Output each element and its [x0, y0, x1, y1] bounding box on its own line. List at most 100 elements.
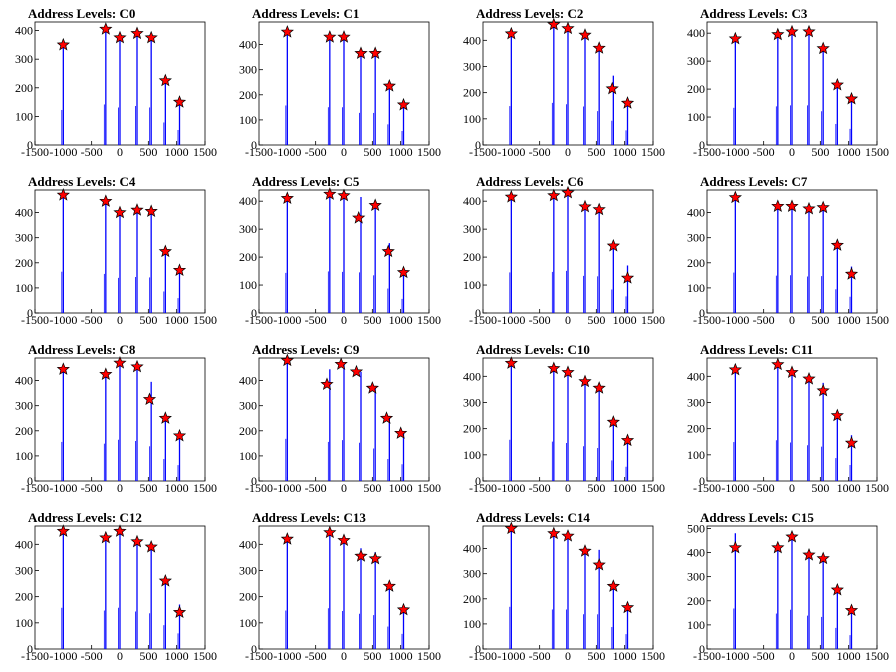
x-tick-label: 1500 [641, 649, 665, 663]
x-tick-label: -500 [81, 145, 103, 159]
chart-title: Address Levels: C6 [476, 174, 584, 189]
x-tick-label: -1000 [721, 649, 749, 663]
peak-star-marker [142, 392, 157, 406]
x-tick-label: 500 [139, 313, 157, 327]
x-tick-label: -1000 [497, 649, 525, 663]
x-tick-label: 0 [117, 481, 123, 495]
x-tick-label: 1000 [837, 649, 861, 663]
peak-star-marker [830, 408, 844, 422]
peak-star-marker [561, 185, 575, 199]
x-tick-label: 500 [363, 649, 381, 663]
peak-star-marker [728, 31, 742, 45]
peak-star-marker [592, 381, 606, 394]
x-tick-label: -500 [529, 649, 551, 663]
y-tick-label: 400 [463, 33, 481, 47]
peak-star-marker [144, 204, 158, 217]
peak-star-marker [606, 415, 620, 428]
chart-svg: Address Levels: C6 0 100 200 300 400 -1500 -100… [463, 174, 665, 327]
x-tick-label: -500 [305, 649, 327, 663]
y-tick-label: 0 [27, 306, 33, 320]
x-tick-label: 0 [117, 649, 123, 663]
x-tick-label: -500 [529, 481, 551, 495]
y-tick-label: 0 [699, 642, 705, 656]
x-tick-label: -1500 [693, 313, 721, 327]
peak-star-marker [99, 22, 113, 35]
peak-star-marker [547, 526, 561, 540]
x-tick-label: -1000 [721, 313, 749, 327]
peak-star-marker [802, 547, 816, 561]
chart-panel-1: Address Levels: C1 0 100 200 300 400 -1500 -100… [224, 0, 448, 168]
peak-star-marker [381, 244, 395, 258]
peak-star-marker [785, 529, 799, 543]
y-tick-label: 400 [239, 374, 257, 388]
peak-star-marker [280, 191, 294, 205]
x-tick-label: 0 [789, 313, 795, 327]
x-tick-label: 0 [565, 313, 571, 327]
y-tick-label: 500 [687, 521, 705, 535]
x-tick-label: 500 [811, 145, 829, 159]
chart-title: Address Levels: C0 [28, 6, 135, 21]
y-tick-label: 400 [239, 194, 257, 208]
y-tick-label: 200 [687, 422, 705, 436]
y-tick-label: 300 [463, 222, 481, 236]
peak-star-marker [844, 91, 859, 105]
chart-title: Address Levels: C7 [700, 174, 808, 189]
y-tick-label: 400 [15, 206, 33, 220]
x-tick-label: 500 [587, 313, 605, 327]
x-tick-label: -1000 [497, 313, 525, 327]
x-tick-label: -1500 [21, 481, 49, 495]
x-tick-label: 1000 [837, 145, 861, 159]
x-tick-label: 1500 [865, 481, 889, 495]
x-tick-label: -500 [305, 145, 327, 159]
y-tick-label: 300 [15, 231, 33, 245]
chart-panel-5: Address Levels: C5 0 100 200 300 400 -1500 -100… [224, 168, 448, 336]
peak-star-marker [785, 365, 799, 379]
chart-svg: Address Levels: C0 0 100 200 300 400 -1500 -100… [15, 6, 217, 159]
peak-star-marker [99, 194, 113, 207]
chart-title: Address Levels: C12 [28, 510, 142, 525]
y-tick-label: 0 [699, 306, 705, 320]
x-tick-label: 0 [565, 145, 571, 159]
peak-star-marker [113, 205, 127, 219]
x-tick-label: -500 [305, 481, 327, 495]
chart-title: Address Levels: C1 [252, 6, 359, 21]
peak-star-marker [130, 534, 144, 548]
x-tick-label: -1000 [497, 145, 525, 159]
peak-star-marker [620, 271, 635, 284]
y-tick-label: 200 [15, 256, 33, 270]
x-tick-label: -1000 [49, 649, 77, 663]
y-tick-label: 200 [239, 88, 257, 102]
x-tick-label: -1500 [21, 145, 49, 159]
chart-panel-15: Address Levels: C15 0 100 200 300 400 500 -1500… [672, 504, 896, 672]
peak-star-marker [844, 603, 859, 617]
peak-star-marker [172, 428, 187, 442]
x-tick-label: 1000 [837, 481, 861, 495]
y-tick-label: 200 [239, 590, 257, 604]
y-tick-label: 0 [475, 138, 481, 152]
chart-title: Address Levels: C15 [700, 510, 814, 525]
peak-star-marker [592, 202, 606, 216]
y-tick-label: 300 [463, 567, 481, 581]
peak-star-marker [368, 551, 382, 565]
peak-star-marker [337, 188, 351, 202]
peak-star-marker [280, 353, 294, 367]
peak-star-marker [606, 579, 620, 592]
x-tick-label: -1500 [693, 481, 721, 495]
x-tick-label: -1000 [273, 145, 301, 159]
chart-panel-6: Address Levels: C6 0 100 200 300 400 -1500 -100… [448, 168, 672, 336]
peak-star-marker [323, 187, 337, 200]
x-tick-label: 1000 [837, 313, 861, 327]
y-tick-label: 400 [463, 369, 481, 383]
chart-svg: Address Levels: C1 0 100 200 300 400 -1500 -100… [239, 6, 441, 159]
peak-star-marker [130, 203, 144, 216]
peak-star-marker [578, 199, 592, 213]
peak-star-marker [830, 77, 844, 91]
y-tick-label: 0 [699, 474, 705, 488]
chart-svg: Address Levels: C8 0 100 200 300 400 -1500 -100… [15, 342, 217, 495]
y-tick-label: 0 [699, 138, 705, 152]
peak-star-marker [337, 30, 351, 43]
chart-svg: Address Levels: C12 0 100 200 300 400 -1500 -10… [15, 510, 217, 663]
y-tick-label: 100 [463, 112, 481, 126]
y-tick-label: 100 [463, 617, 481, 631]
chart-panel-0: Address Levels: C0 0 100 200 300 400 -1500 -100… [0, 0, 224, 168]
